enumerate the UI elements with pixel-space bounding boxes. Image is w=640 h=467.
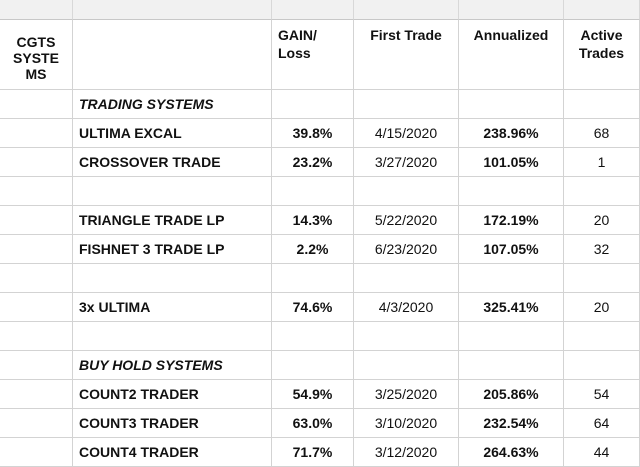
annualized-cell[interactable]: 205.86% (459, 380, 564, 409)
annualized-cell[interactable]: 238.96% (459, 119, 564, 148)
blank-cell[interactable] (272, 264, 354, 293)
first-trade-cell[interactable]: 4/3/2020 (354, 293, 459, 322)
blank-cell[interactable] (354, 264, 459, 293)
header-gain-label: GAIN/ Loss (278, 27, 317, 61)
column-header-c[interactable] (272, 0, 354, 20)
annualized-cell[interactable]: 264.63% (459, 438, 564, 467)
active-trades-cell[interactable]: 32 (564, 235, 640, 264)
header-annualized-label: Annualized (473, 27, 549, 43)
system-name-cell[interactable]: COUNT3 TRADER (73, 409, 272, 438)
header-first-trade-cell[interactable]: First Trade (354, 20, 459, 90)
header-active-trades-cell[interactable]: Active Trades (564, 20, 640, 90)
blank-cell[interactable] (564, 322, 640, 351)
column-header-b[interactable] (73, 0, 272, 20)
gain-cell[interactable]: 63.0% (272, 409, 354, 438)
row-index-cell[interactable] (0, 235, 73, 264)
first-trade-cell[interactable]: 4/15/2020 (354, 119, 459, 148)
blank-cell[interactable] (564, 351, 640, 380)
blank-cell[interactable] (459, 177, 564, 206)
blank-cell[interactable] (459, 351, 564, 380)
annualized-cell[interactable]: 101.05% (459, 148, 564, 177)
blank-cell[interactable] (272, 322, 354, 351)
header-gain-cell[interactable]: GAIN/ Loss (272, 20, 354, 90)
system-name-cell[interactable]: TRIANGLE TRADE LP (73, 206, 272, 235)
section-label-trading[interactable]: TRADING SYSTEMS (73, 90, 272, 119)
blank-cell[interactable] (0, 177, 73, 206)
header-annualized-cell[interactable]: Annualized (459, 20, 564, 90)
blank-cell[interactable] (459, 264, 564, 293)
blank-cell[interactable] (354, 351, 459, 380)
active-trades-cell[interactable]: 20 (564, 206, 640, 235)
header-system-cell[interactable]: CGTS SYSTEMS (0, 20, 73, 90)
system-name-cell[interactable]: ULTIMA EXCAL (73, 119, 272, 148)
active-trades-cell[interactable]: 64 (564, 409, 640, 438)
blank-cell[interactable] (272, 351, 354, 380)
blank-cell[interactable] (0, 351, 73, 380)
first-trade-cell[interactable]: 6/23/2020 (354, 235, 459, 264)
system-name-cell[interactable]: COUNT4 TRADER (73, 438, 272, 467)
active-trades-cell[interactable]: 1 (564, 148, 640, 177)
blank-cell[interactable] (272, 177, 354, 206)
blank-cell[interactable] (0, 322, 73, 351)
row-index-cell[interactable] (0, 438, 73, 467)
first-trade-cell[interactable]: 3/25/2020 (354, 380, 459, 409)
blank-cell[interactable] (73, 322, 272, 351)
blank-cell[interactable] (354, 177, 459, 206)
system-name-cell[interactable]: CROSSOVER TRADE (73, 148, 272, 177)
blank-cell[interactable] (564, 177, 640, 206)
annualized-cell[interactable]: 325.41% (459, 293, 564, 322)
gain-cell[interactable]: 74.6% (272, 293, 354, 322)
first-trade-cell[interactable]: 3/12/2020 (354, 438, 459, 467)
section-label-buy-hold[interactable]: BUY HOLD SYSTEMS (73, 351, 272, 380)
blank-cell[interactable] (73, 177, 272, 206)
blank-cell[interactable] (0, 264, 73, 293)
blank-cell[interactable] (459, 90, 564, 119)
active-trades-cell[interactable]: 54 (564, 380, 640, 409)
row-index-cell[interactable] (0, 293, 73, 322)
blank-cell[interactable] (354, 90, 459, 119)
first-trade-cell[interactable]: 3/10/2020 (354, 409, 459, 438)
annualized-cell[interactable]: 232.54% (459, 409, 564, 438)
row-index-cell[interactable] (0, 148, 73, 177)
active-trades-cell[interactable]: 68 (564, 119, 640, 148)
gain-cell[interactable]: 39.8% (272, 119, 354, 148)
row-index-cell[interactable] (0, 206, 73, 235)
row-index-cell[interactable] (0, 380, 73, 409)
blank-cell[interactable] (73, 264, 272, 293)
blank-cell[interactable] (0, 90, 73, 119)
header-active-trades-label: Active Trades (578, 27, 625, 61)
column-header-e[interactable] (459, 0, 564, 20)
blank-cell[interactable] (459, 322, 564, 351)
gain-cell[interactable]: 2.2% (272, 235, 354, 264)
first-trade-cell[interactable]: 5/22/2020 (354, 206, 459, 235)
blank-cell[interactable] (354, 322, 459, 351)
system-name-cell[interactable]: FISHNET 3 TRADE LP (73, 235, 272, 264)
active-trades-cell[interactable]: 44 (564, 438, 640, 467)
row-index-cell[interactable] (0, 409, 73, 438)
blank-cell[interactable] (564, 264, 640, 293)
header-first-trade-label: First Trade (370, 27, 442, 43)
header-system-label: CGTS SYSTEMS (13, 34, 59, 82)
gain-cell[interactable]: 23.2% (272, 148, 354, 177)
blank-cell[interactable] (564, 90, 640, 119)
system-name-cell[interactable]: COUNT2 TRADER (73, 380, 272, 409)
gain-cell[interactable]: 54.9% (272, 380, 354, 409)
annualized-cell[interactable]: 107.05% (459, 235, 564, 264)
blank-cell[interactable] (272, 90, 354, 119)
column-header-a[interactable] (0, 0, 73, 20)
column-header-f[interactable] (564, 0, 640, 20)
gain-cell[interactable]: 71.7% (272, 438, 354, 467)
row-index-cell[interactable] (0, 119, 73, 148)
gain-cell[interactable]: 14.3% (272, 206, 354, 235)
active-trades-cell[interactable]: 20 (564, 293, 640, 322)
column-header-d[interactable] (354, 0, 459, 20)
annualized-cell[interactable]: 172.19% (459, 206, 564, 235)
first-trade-cell[interactable]: 3/27/2020 (354, 148, 459, 177)
system-name-cell[interactable]: 3x ULTIMA (73, 293, 272, 322)
header-name-cell[interactable] (73, 20, 272, 90)
